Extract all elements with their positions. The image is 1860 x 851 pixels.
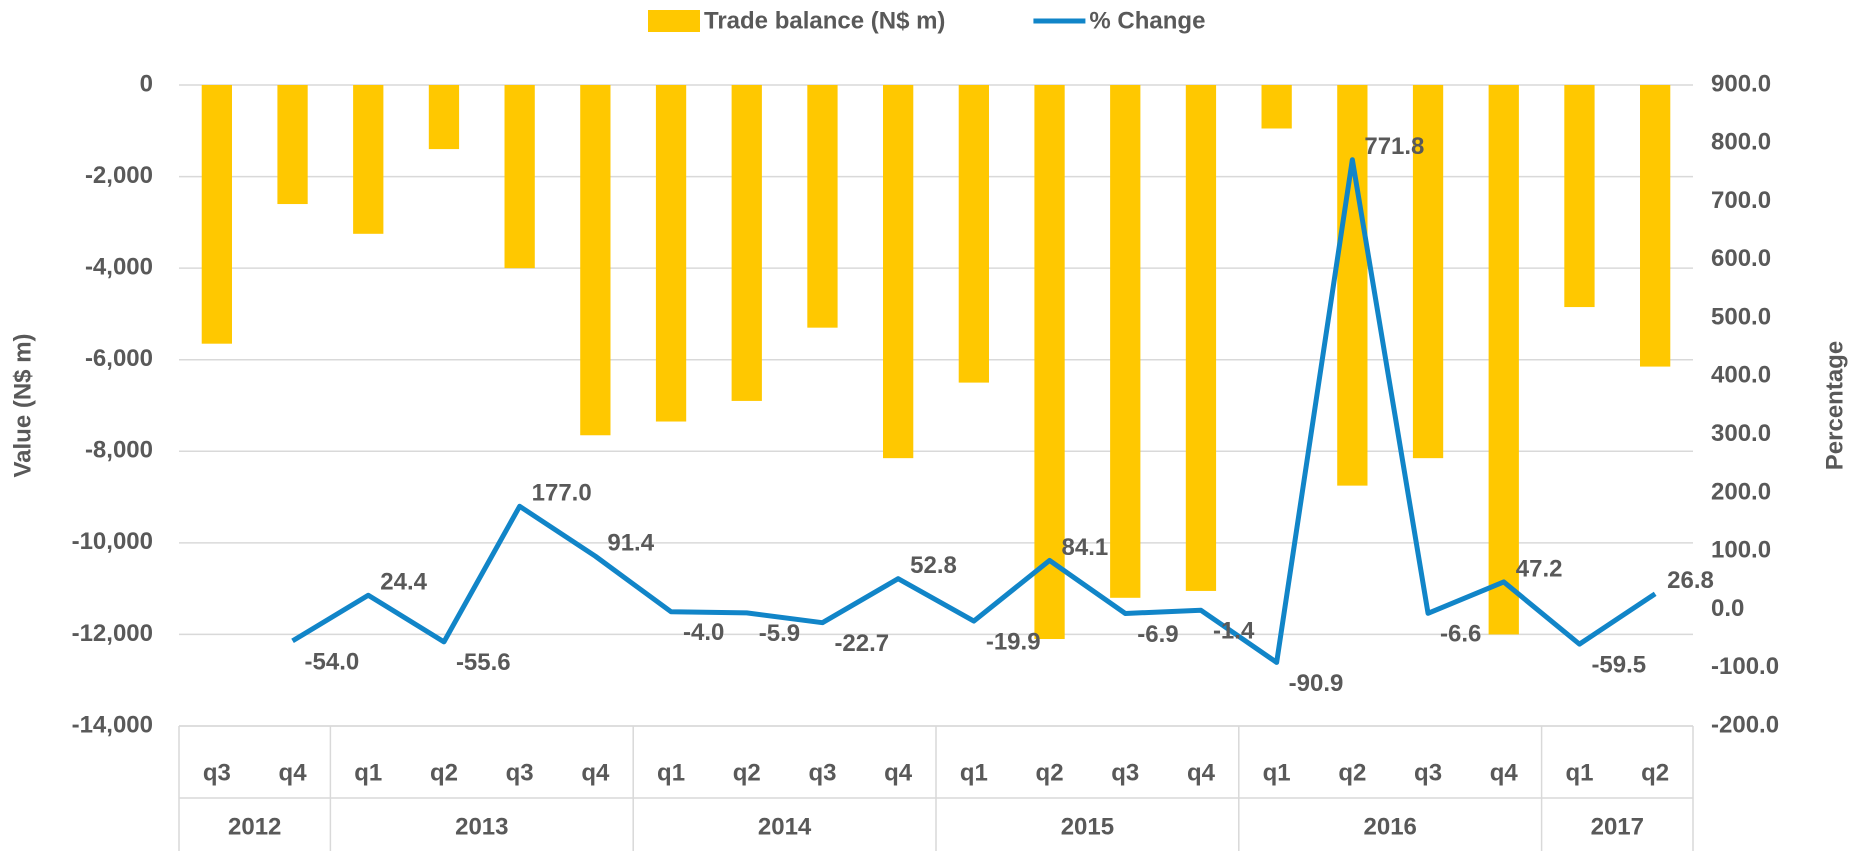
bar [428, 85, 460, 150]
x-tick-label: q3 [203, 759, 231, 786]
y-tick-label: -2,000 [85, 162, 153, 189]
x-tick-label: q4 [1490, 759, 1519, 786]
group-label: 2017 [1591, 813, 1644, 840]
y2-tick-label: 900.0 [1711, 70, 1771, 97]
y-tick-label: -10,000 [72, 528, 153, 555]
bar [655, 85, 687, 422]
x-tick-label: q3 [808, 759, 836, 786]
bar [1412, 85, 1444, 459]
x-tick-label: q3 [506, 759, 534, 786]
legend-swatch [648, 10, 700, 32]
y2-tick-label: 700.0 [1711, 187, 1771, 214]
data-label: 52.8 [910, 552, 957, 579]
bar [1337, 85, 1368, 486]
bar [958, 85, 989, 383]
y2-axis-title: Percentage [1821, 341, 1848, 470]
y-tick-label: 0 [140, 70, 153, 97]
x-tick-label: q2 [733, 759, 761, 786]
bar [1488, 85, 1519, 635]
data-label: 26.8 [1667, 567, 1714, 594]
bar [201, 85, 232, 344]
bar [807, 85, 838, 328]
data-label: -59.5 [1591, 651, 1646, 678]
group-label: 2016 [1364, 813, 1417, 840]
bar [353, 85, 384, 234]
y2-tick-label: 0.0 [1711, 595, 1744, 622]
x-tick-label: q2 [1641, 759, 1669, 786]
y2-tick-label: 800.0 [1711, 129, 1771, 156]
data-label: -22.7 [834, 630, 889, 657]
y2-tick-label: 400.0 [1711, 362, 1771, 389]
x-tick-label: q4 [884, 759, 913, 786]
y-tick-label: -12,000 [72, 620, 153, 647]
x-tick-label: q1 [1263, 759, 1291, 786]
bar [504, 85, 535, 269]
bar [1640, 85, 1671, 367]
x-tick-label: q3 [1111, 759, 1139, 786]
bar [1185, 85, 1217, 591]
bar [1034, 85, 1065, 640]
x-tick-label: q1 [1565, 759, 1593, 786]
y2-tick-label: 600.0 [1711, 245, 1771, 272]
x-tick-label: q4 [279, 759, 308, 786]
data-label: -6.6 [1440, 621, 1481, 648]
line [291, 157, 1657, 665]
y2-tick-label: 300.0 [1711, 420, 1771, 447]
data-label: 771.8 [1364, 133, 1424, 160]
data-label: -54.0 [305, 648, 360, 675]
bar [1110, 85, 1141, 598]
y2-tick-label: 200.0 [1711, 478, 1771, 505]
bar [277, 85, 308, 205]
x-tick-label: q2 [1338, 759, 1366, 786]
data-label: 84.1 [1062, 534, 1109, 561]
group-label: 2014 [758, 813, 812, 840]
bar [883, 85, 914, 459]
data-label: 91.4 [607, 530, 654, 557]
data-label: -19.9 [986, 628, 1041, 655]
data-label: -5.9 [759, 620, 800, 647]
data-label: 24.4 [380, 569, 427, 596]
data-label: 47.2 [1516, 555, 1563, 582]
x-tick-label: q1 [960, 759, 988, 786]
x-tick-label: q2 [430, 759, 458, 786]
x-tick-label: q1 [354, 759, 382, 786]
y2-tick-label: -200.0 [1711, 711, 1779, 738]
data-label: -55.6 [456, 649, 511, 676]
x-tick-label: q4 [581, 759, 610, 786]
legend-label: % Change [1089, 7, 1205, 34]
legend-label: Trade balance (N$ m) [704, 7, 945, 34]
y-tick-label: -6,000 [85, 345, 153, 372]
data-label: -6.9 [1137, 621, 1178, 648]
y-tick-label: -14,000 [72, 711, 153, 738]
data-label: -1.4 [1213, 618, 1255, 645]
y2-tick-label: -100.0 [1711, 653, 1779, 680]
x-tick-label: q3 [1414, 759, 1442, 786]
data-label: -90.9 [1289, 670, 1344, 697]
x-tick-label: q2 [1036, 759, 1064, 786]
data-label: 177.0 [532, 480, 592, 507]
y2-tick-label: 100.0 [1711, 537, 1771, 564]
group-label: 2015 [1061, 813, 1114, 840]
data-label: -4.0 [683, 619, 724, 646]
y-tick-label: -8,000 [85, 437, 153, 464]
group-label: 2013 [455, 813, 508, 840]
y-axis-title: Value (N$ m) [9, 333, 36, 477]
y2-tick-label: 500.0 [1711, 303, 1771, 330]
y-tick-label: -4,000 [85, 253, 153, 280]
bar [1564, 85, 1595, 308]
bar [731, 85, 762, 401]
x-tick-label: q4 [1187, 759, 1216, 786]
x-tick-label: q1 [657, 759, 685, 786]
bar [1261, 85, 1292, 129]
bar [580, 85, 611, 436]
group-label: 2012 [228, 813, 281, 840]
